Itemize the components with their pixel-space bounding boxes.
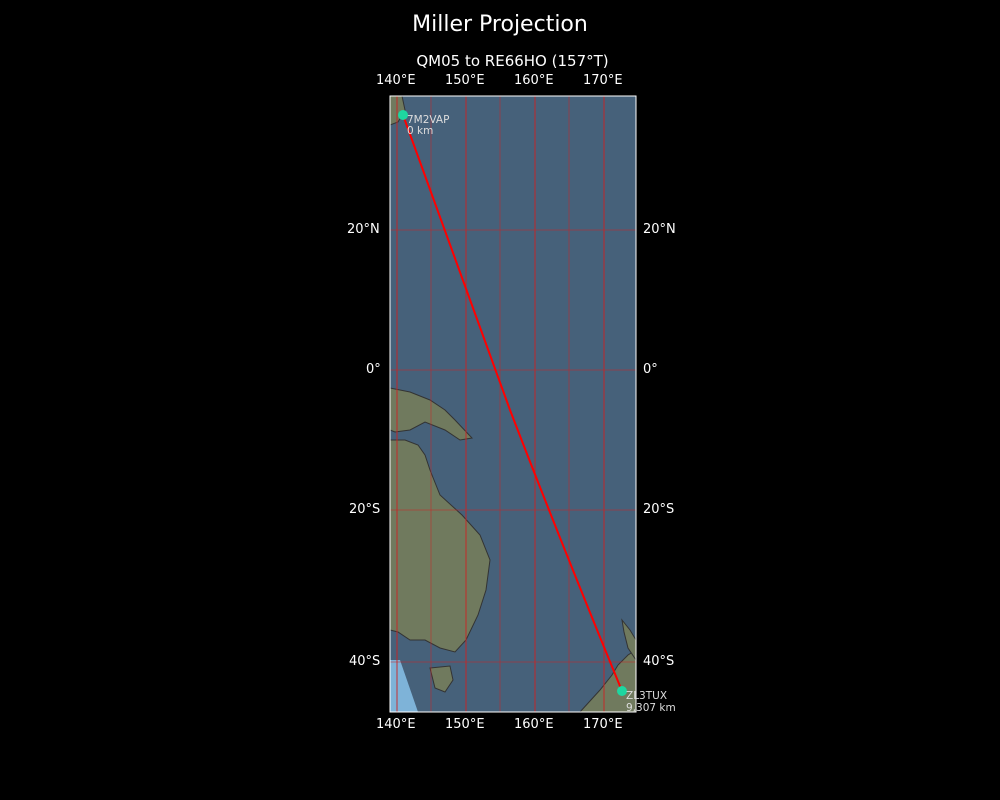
lat-tick-left-0: 0°	[366, 362, 381, 377]
lat-tick-right-20n: 20°N	[643, 222, 676, 237]
start-marker[interactable]	[398, 110, 408, 120]
end-distance: 9,307 km	[626, 702, 676, 714]
lat-tick-right-20s: 20°S	[643, 502, 675, 517]
start-label: 7M2VAP	[407, 114, 449, 126]
lon-tick-bottom-170: 170°E	[583, 717, 623, 732]
lon-tick-top-170: 170°E	[583, 73, 623, 88]
lon-tick-bottom-150: 150°E	[445, 717, 485, 732]
great-circle-route	[402, 114, 623, 692]
graticule	[390, 96, 636, 712]
map-frame	[389, 95, 637, 713]
land-new-zealand	[579, 649, 636, 712]
lon-tick-bottom-160: 160°E	[514, 717, 554, 732]
lat-tick-right-0: 0°	[643, 362, 658, 377]
land-new-zealand-north	[621, 618, 636, 661]
lon-tick-top-140: 140°E	[376, 73, 416, 88]
lat-tick-left-20s: 20°S	[349, 502, 381, 517]
lat-tick-right-40s: 40°S	[643, 654, 675, 669]
land-australia	[390, 439, 491, 653]
lat-tick-left-20n: 20°N	[347, 222, 380, 237]
lon-tick-top-160: 160°E	[514, 73, 554, 88]
map-subtitle: QM05 to RE66HO (157°T)	[416, 52, 609, 70]
end-label: ZL3TUX	[626, 690, 667, 702]
figure-title: Miller Projection	[412, 12, 588, 37]
end-marker[interactable]	[617, 686, 627, 696]
start-distance: 0 km	[407, 125, 433, 137]
lon-tick-top-150: 150°E	[445, 73, 485, 88]
landmasses	[390, 96, 636, 712]
land-tasmania	[429, 665, 454, 693]
lat-tick-left-40s: 40°S	[349, 654, 381, 669]
lon-tick-bottom-140: 140°E	[376, 717, 416, 732]
